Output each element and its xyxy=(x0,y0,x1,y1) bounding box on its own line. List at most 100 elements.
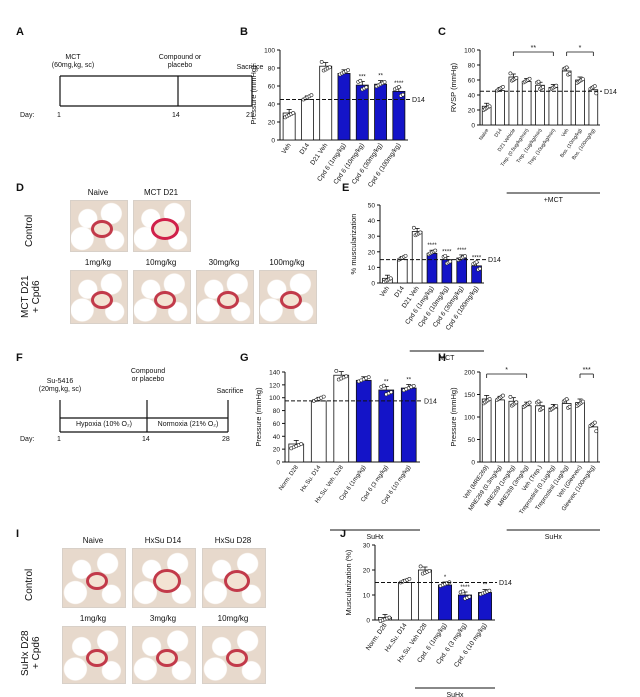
y-tick-label: 40 xyxy=(273,434,281,441)
data-point xyxy=(487,104,492,109)
data-point xyxy=(536,399,541,404)
data-point xyxy=(514,76,519,80)
micro-i-label: HxSu D28 xyxy=(214,536,252,545)
category-label: Veh xyxy=(560,128,570,139)
data-point xyxy=(411,225,416,230)
data-point xyxy=(291,111,296,115)
bar xyxy=(426,252,438,284)
bar xyxy=(561,70,572,126)
reference-line-label: D14 xyxy=(412,97,425,104)
panel-letter-d: D xyxy=(16,182,24,194)
category-label: Veh xyxy=(379,285,391,299)
data-point xyxy=(389,390,394,395)
bracket-label: *** xyxy=(583,367,591,374)
significance-label: **** xyxy=(460,585,470,591)
micrograph xyxy=(70,270,128,324)
timeline-f-day: 14 xyxy=(142,436,150,443)
bar xyxy=(333,374,350,463)
data-point xyxy=(487,588,492,593)
category-label: D14 xyxy=(493,128,503,139)
group-label: MCT xyxy=(439,355,455,362)
data-point xyxy=(567,71,572,76)
reference-line-label: D14 xyxy=(424,398,437,405)
data-point xyxy=(400,92,405,97)
bar xyxy=(417,569,432,621)
y-tick-label: 0 xyxy=(276,460,280,467)
y-axis-label: Pressure (mmHg) xyxy=(449,387,458,447)
reference-line-label: D14 xyxy=(499,580,512,587)
data-point xyxy=(433,248,438,253)
bar xyxy=(575,402,585,463)
bar xyxy=(355,379,372,463)
micrograph xyxy=(70,200,128,252)
micrograph xyxy=(196,270,254,324)
data-point xyxy=(319,59,324,64)
y-axis-label: Pressure (mmHg) xyxy=(249,65,258,125)
reference-line-label: D14 xyxy=(604,89,617,96)
significance-label: * xyxy=(444,575,447,581)
y-tick-label: 0 xyxy=(366,618,370,625)
data-point xyxy=(541,406,545,410)
y-tick-label: 40 xyxy=(268,102,276,109)
y-tick-label: 80 xyxy=(273,408,281,415)
data-point xyxy=(411,384,416,388)
panel-letter-h: H xyxy=(438,352,446,364)
y-tick-label: 80 xyxy=(468,63,476,70)
bracket-label: ** xyxy=(531,45,537,52)
data-point xyxy=(564,397,569,402)
micrograph xyxy=(62,626,126,684)
bar xyxy=(521,81,532,126)
significance-label: **** xyxy=(472,256,482,262)
data-point xyxy=(592,84,597,89)
data-point xyxy=(467,594,472,599)
micro-i-label: Naive xyxy=(82,536,104,545)
y-tick-label: 60 xyxy=(268,84,276,91)
panel-letter-j: J xyxy=(340,528,347,540)
category-label: Naive xyxy=(478,128,490,142)
bar xyxy=(411,231,423,284)
y-tick-label: 10 xyxy=(368,265,376,272)
category-label: Veh xyxy=(281,142,293,156)
data-point xyxy=(501,393,505,398)
significance-label: **** xyxy=(457,248,467,254)
data-point xyxy=(477,266,482,271)
timeline-f-end-label: Sacrifice xyxy=(216,388,244,395)
timeline-f-phase-hypoxia: Hypoxia (10% O₂) xyxy=(75,421,132,428)
data-point xyxy=(366,375,371,380)
category-label: Norm. D28 xyxy=(278,464,300,492)
data-point xyxy=(327,65,332,70)
panel-letter-f: F xyxy=(16,352,23,364)
y-tick-label: 50 xyxy=(468,437,476,444)
timeline-f-day: 28 xyxy=(222,436,230,443)
y-tick-label: 40 xyxy=(368,218,376,225)
data-point xyxy=(382,80,387,84)
panel-letter-e: E xyxy=(342,182,350,194)
significance-label: ** xyxy=(483,583,488,589)
significance-label: *** xyxy=(359,75,367,81)
reference-line-label: D14 xyxy=(488,257,501,264)
micrograph xyxy=(133,270,191,324)
timeline-a-day: 14 xyxy=(172,112,180,119)
bar xyxy=(319,65,333,141)
data-point xyxy=(299,442,304,446)
data-point xyxy=(418,564,423,569)
bar xyxy=(397,582,412,621)
timeline-a xyxy=(59,75,253,107)
micro-i-label: 3mg/kg xyxy=(149,614,177,623)
micro-d-label: 1mg/kg xyxy=(84,258,112,267)
data-point xyxy=(592,420,597,425)
y-tick-label: 20 xyxy=(268,120,276,127)
category-label: D14 xyxy=(393,285,406,299)
bar xyxy=(300,99,314,141)
bracket-label: * xyxy=(505,367,508,374)
timeline-f-phase-normoxia: Normoxia (21% O₂) xyxy=(157,421,219,428)
bar xyxy=(392,91,406,141)
y-tick-label: 20 xyxy=(273,447,281,454)
micro-d-label: 30mg/kg xyxy=(208,258,240,267)
timeline-a-day: 1 xyxy=(57,112,61,119)
data-point xyxy=(594,91,599,96)
significance-label: ** xyxy=(406,377,411,383)
micrograph xyxy=(259,270,317,324)
